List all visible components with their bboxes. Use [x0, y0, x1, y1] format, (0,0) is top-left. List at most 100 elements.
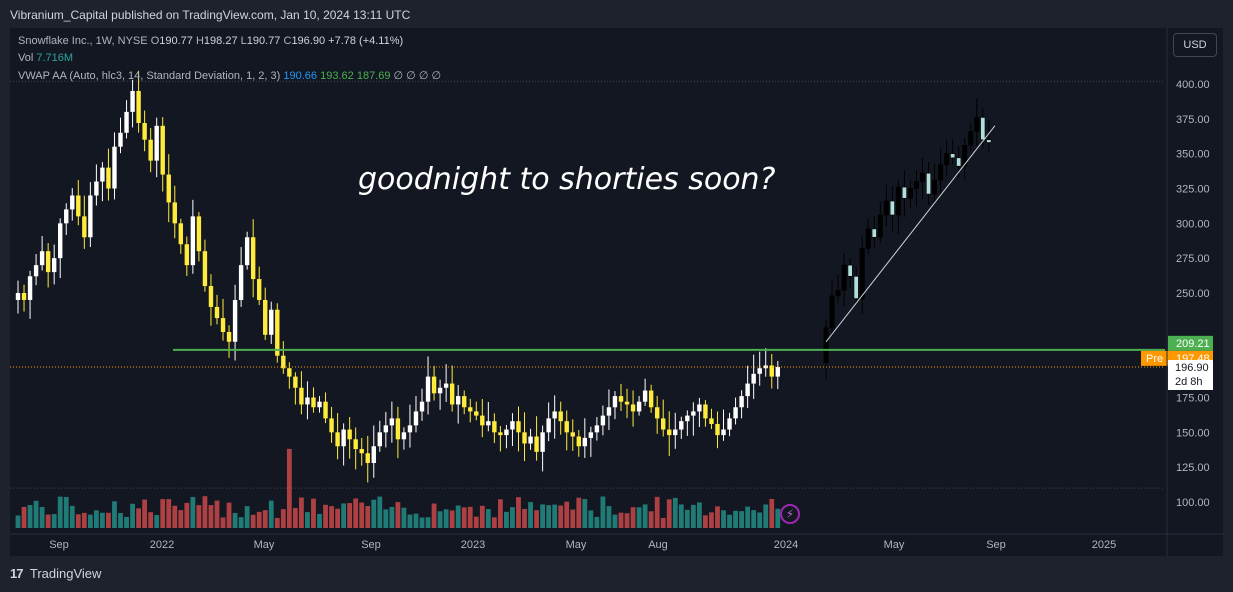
volume-bar: [27, 505, 33, 528]
lightning-icon[interactable]: ⚡: [780, 504, 800, 524]
volume-bar: [341, 503, 347, 528]
volume-bar: [588, 510, 594, 528]
candle-body: [208, 286, 214, 307]
candle-body: [661, 418, 666, 430]
x-tick-label: Sep: [49, 539, 69, 551]
candle-body: [721, 429, 726, 436]
volume-bar: [69, 505, 75, 528]
candle-body: [546, 418, 551, 433]
projection-body: [841, 264, 847, 291]
legend-low: 190.77: [246, 35, 281, 47]
projection-body: [919, 172, 925, 182]
volume-bar: [648, 511, 654, 528]
candle-body: [257, 279, 262, 300]
volume-bar: [81, 512, 87, 528]
projection-body: [889, 200, 895, 216]
projection-body: [901, 186, 907, 199]
projection-body: [913, 181, 919, 189]
volume-bar: [93, 510, 99, 528]
projection-body: [835, 289, 841, 297]
volume-bar: [57, 496, 63, 528]
candle-body: [401, 432, 407, 440]
candle-body: [389, 418, 395, 426]
candle-body: [600, 415, 606, 426]
volume-bar: [268, 500, 274, 528]
volume-bar: [335, 508, 340, 528]
volume-bar: [45, 514, 51, 528]
legend-change: +7.78 (+4.11%): [328, 35, 404, 47]
tradingview-logo-icon: 17: [10, 566, 24, 581]
volume-bar: [528, 502, 533, 528]
volume-bar: [190, 496, 196, 528]
volume-bar: [292, 508, 298, 528]
volume-bar: [431, 503, 437, 528]
volume-bar: [715, 506, 720, 528]
volume-bar: [491, 517, 497, 528]
y-tick-label: 100.00: [1176, 497, 1210, 509]
x-tick-label: Sep: [986, 539, 1006, 551]
volume-bar: [709, 512, 714, 528]
volume-bar: [612, 514, 618, 528]
chart-area[interactable]: 400.00 375.00 350.00 325.00 300.00 275.00 250.…: [10, 28, 1223, 556]
projection-body: [877, 214, 883, 238]
volume-bar: [39, 507, 45, 528]
volume-bar: [154, 515, 160, 528]
projection-body: [823, 327, 829, 363]
currency-button[interactable]: USD: [1173, 33, 1217, 57]
candle-body: [492, 421, 497, 433]
candle-body: [395, 418, 401, 440]
volume-bar: [558, 505, 564, 528]
countdown-tag: 2d 8h: [1175, 376, 1203, 388]
candle-body: [691, 411, 696, 416]
candle-body: [763, 365, 768, 369]
candle-body: [582, 437, 588, 447]
candle-body: [184, 244, 190, 266]
volume-bar: [51, 514, 57, 528]
pre-label: Pre: [1146, 353, 1163, 365]
volume-bar: [703, 515, 708, 528]
volume-bar: [546, 505, 552, 528]
candle-body: [443, 383, 449, 388]
projection-body: [968, 131, 974, 146]
candle-body: [226, 332, 232, 342]
volume-bar: [419, 517, 425, 528]
candle-body: [654, 407, 660, 419]
legend-vwap: VWAP AA (Auto, hlc3, 14, Standard Deviat…: [18, 69, 441, 82]
projection-body: [847, 264, 853, 277]
volume-bar: [485, 509, 491, 528]
volume-bar: [407, 514, 413, 528]
candle-body: [534, 436, 539, 452]
volume-bar: [305, 512, 310, 528]
volume-bar: [721, 510, 726, 528]
candle-body: [148, 139, 153, 161]
volume-bar: [751, 510, 757, 528]
volume-bar: [763, 504, 769, 528]
volume-bar: [443, 509, 449, 528]
candle-body: [124, 111, 129, 133]
volume-bar: [160, 499, 166, 528]
legend-vwap-v3: 187.69: [356, 70, 391, 82]
candle-body: [269, 309, 274, 335]
legend-vwap-v2: 193.62: [320, 70, 354, 82]
volume-bar: [33, 500, 39, 528]
projection-body: [950, 153, 956, 159]
volume-bar: [401, 507, 407, 528]
legend-volume: Vol 7.716M: [18, 52, 73, 64]
candle-body: [329, 418, 334, 433]
level-tag-bg: [1168, 335, 1213, 351]
x-tick-label: 2022: [150, 539, 174, 551]
candle-body: [365, 453, 370, 463]
candle-body: [196, 216, 202, 252]
legend-low-label: L: [240, 35, 247, 47]
volume-bar: [238, 517, 244, 528]
volume-bar: [769, 498, 775, 528]
volume-bar: [87, 514, 93, 528]
volume-bar: [359, 502, 365, 528]
volume-bar: [106, 512, 111, 528]
candle-body: [45, 251, 51, 273]
candle-body: [311, 397, 316, 408]
volume-bar: [455, 505, 461, 528]
price-chart[interactable]: 400.00 375.00 350.00 325.00 300.00 275.00 250.…: [10, 28, 1223, 556]
candle-body: [299, 387, 304, 405]
candle-body: [178, 223, 184, 245]
